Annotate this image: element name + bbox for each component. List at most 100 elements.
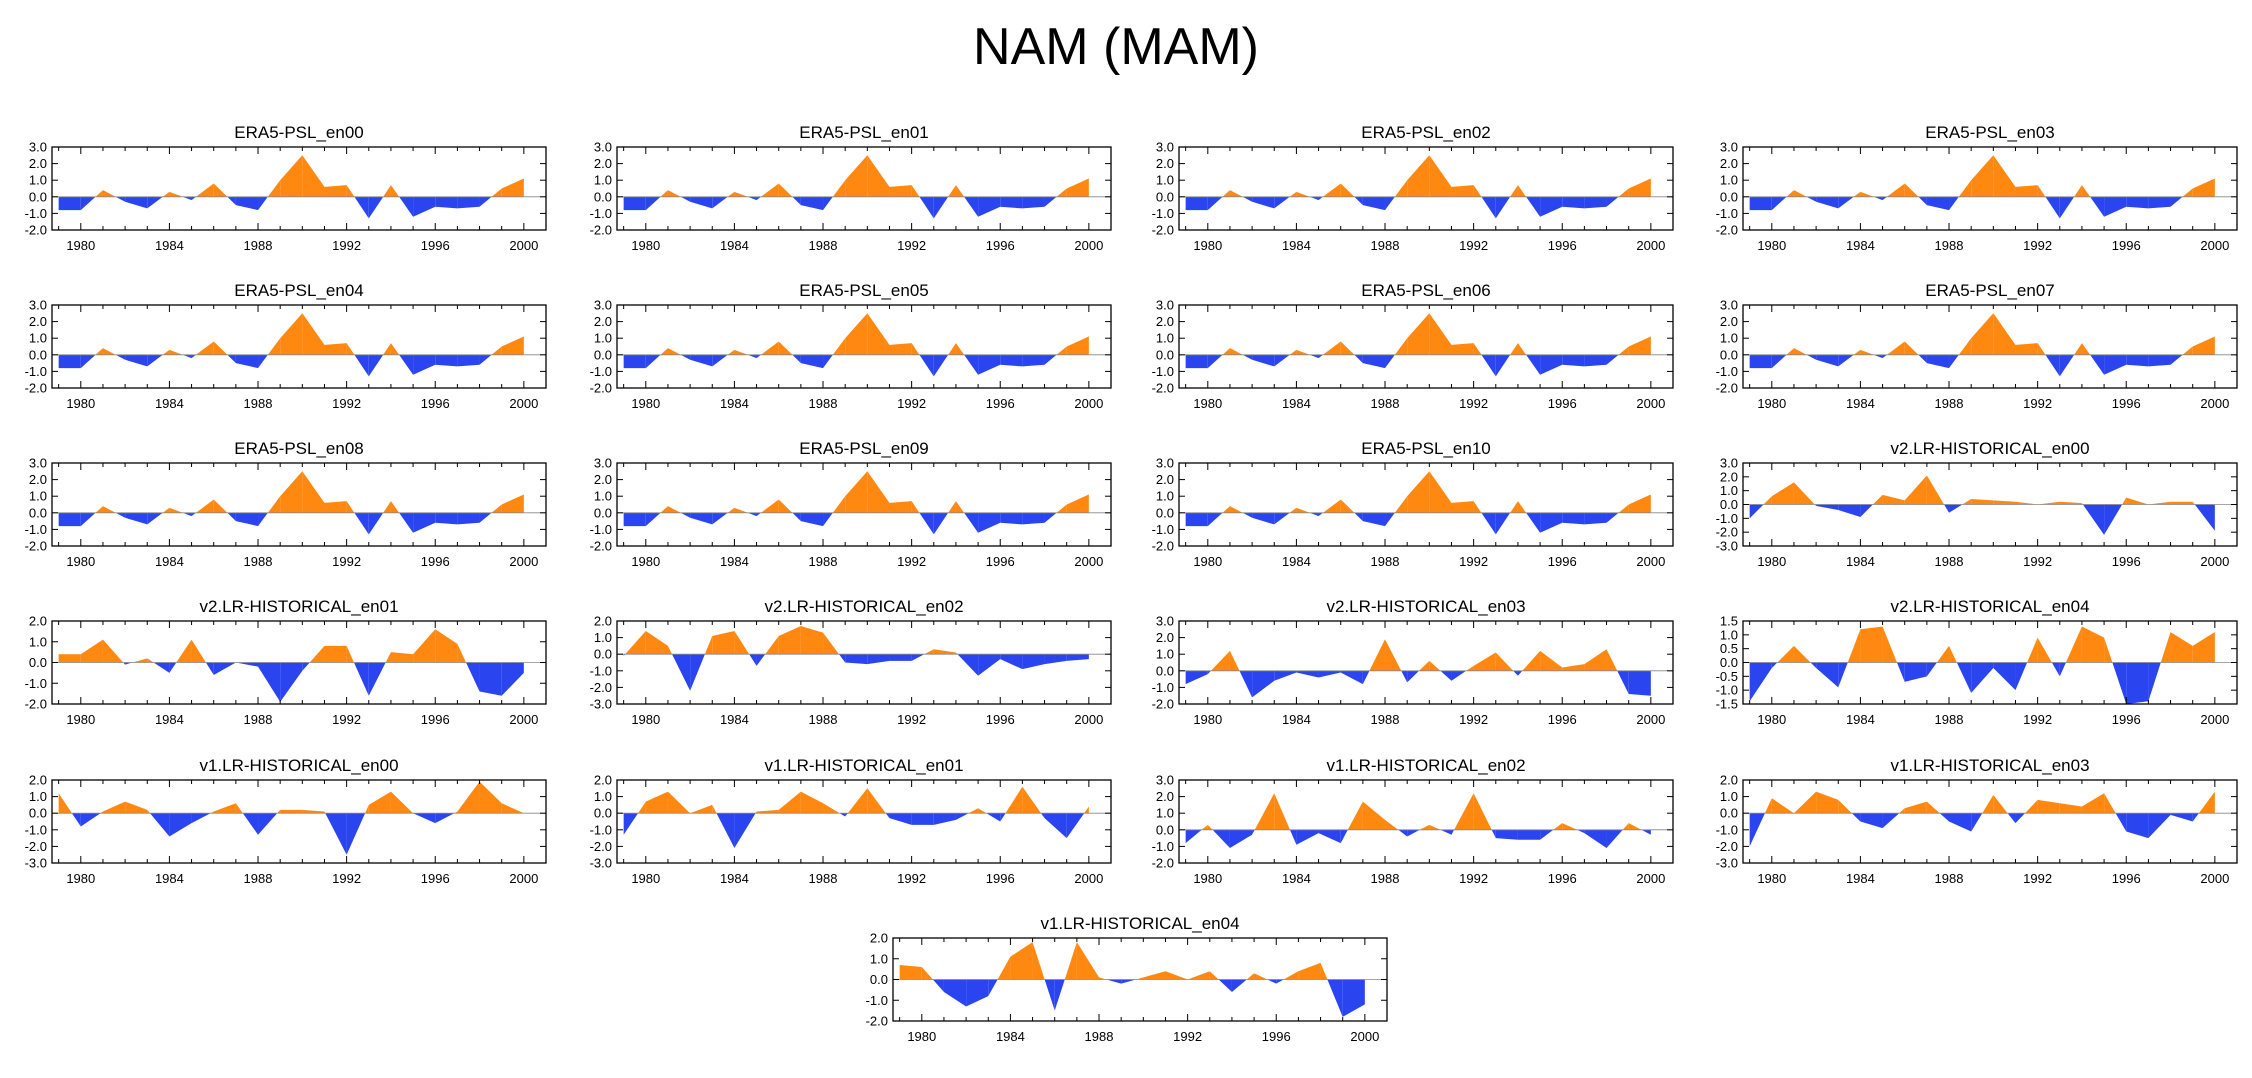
negative-area	[1641, 829, 1651, 835]
panel: ERA5-PSL_en02 1980 1984 1988 1992 1996 2000 3.0…	[1152, 123, 1674, 253]
y-tick-label: 0.0	[1720, 806, 1738, 821]
positive-area	[867, 788, 886, 814]
x-tick-label: 1988	[244, 396, 273, 411]
x-tick-label: 2000	[1074, 554, 1103, 569]
y-tick-label: -1.0	[25, 676, 47, 691]
positive-area	[1369, 639, 1386, 671]
negative-area	[1242, 512, 1253, 518]
y-tick-label: -2.0	[1716, 525, 1738, 540]
y-tick-label: 0.0	[29, 505, 47, 520]
negative-area	[800, 354, 824, 369]
x-tick-label: 1996	[421, 554, 450, 569]
negative-area	[1318, 829, 1341, 844]
positive-area	[734, 191, 748, 197]
x-tick-label: 1988	[1371, 554, 1400, 569]
negative-area	[169, 813, 192, 837]
x-tick-label: 1996	[2112, 396, 2141, 411]
negative-area	[845, 654, 868, 665]
positive-area	[501, 494, 524, 513]
panel-title: v1.LR-HISTORICAL_en02	[1326, 756, 1525, 775]
positive-area	[727, 191, 735, 197]
positive-area	[1222, 506, 1230, 513]
y-tick-label: -1.0	[1716, 683, 1738, 698]
negative-area	[125, 354, 148, 367]
positive-area	[1407, 155, 1430, 197]
y-tick-label: 1.0	[1720, 789, 1738, 804]
negative-area	[716, 813, 735, 849]
negative-area	[435, 354, 458, 367]
negative-area	[680, 512, 691, 518]
positive-area	[2037, 343, 2046, 355]
x-tick-label: 1988	[1935, 238, 1964, 253]
x-tick-label: 1996	[986, 554, 1015, 569]
negative-area	[258, 512, 268, 527]
plot-frame	[616, 304, 1112, 389]
negative-area	[147, 196, 163, 209]
positive-area	[102, 801, 126, 814]
negative-area	[1606, 829, 1623, 849]
x-tick-label: 1996	[421, 871, 450, 886]
x-tick-label: 1980	[1193, 238, 1222, 253]
negative-area	[867, 654, 890, 665]
negative-area	[479, 354, 492, 365]
positive-area	[162, 507, 170, 513]
positive-area	[867, 313, 890, 355]
negative-area	[1860, 813, 1883, 829]
positive-area	[690, 804, 713, 814]
panel-title: ERA5-PSL_en09	[799, 439, 928, 458]
x-tick-label: 1980	[66, 396, 95, 411]
positive-area	[1971, 498, 1994, 505]
positive-area	[1407, 471, 1430, 513]
positive-area	[823, 803, 840, 814]
x-tick-label: 1984	[1282, 871, 1311, 886]
x-tick-label: 1996	[986, 396, 1015, 411]
positive-area	[760, 183, 779, 197]
positive-area	[58, 654, 81, 663]
positive-area	[132, 658, 148, 663]
positive-area	[1322, 341, 1341, 355]
x-tick-label: 1992	[2023, 712, 2052, 727]
negative-area	[2148, 662, 2161, 702]
positive-area	[1222, 348, 1230, 355]
negative-area	[2194, 504, 2215, 531]
negative-area	[2090, 354, 2105, 375]
panel: v2.LR-HISTORICAL_en00 1980 1984 1988 1992 199…	[1716, 439, 2238, 569]
panel-title: ERA5-PSL_en01	[799, 123, 928, 142]
positive-area	[195, 499, 214, 513]
positive-area	[1473, 343, 1482, 355]
positive-area	[625, 630, 646, 655]
y-tick-label: -2.0	[590, 839, 612, 854]
negative-area	[457, 512, 480, 525]
negative-area	[933, 813, 956, 825]
negative-area	[1851, 813, 1861, 822]
panel-title: ERA5-PSL_en08	[234, 439, 363, 458]
positive-area	[1254, 793, 1275, 830]
positive-area	[978, 808, 987, 814]
panel-title: ERA5-PSL_en05	[799, 281, 928, 300]
positive-area	[213, 183, 228, 197]
negative-area	[1242, 196, 1253, 202]
negative-area	[1289, 829, 1297, 845]
negative-area	[479, 662, 502, 696]
negative-area	[1242, 354, 1253, 360]
negative-area	[943, 979, 967, 1007]
positive-area	[1606, 649, 1618, 671]
negative-area	[435, 512, 458, 525]
negative-area	[242, 813, 259, 835]
negative-area	[115, 196, 126, 202]
panel-title: v2.LR-HISTORICAL_en02	[764, 597, 963, 616]
positive-area	[2037, 501, 2060, 505]
positive-area	[235, 803, 243, 814]
positive-area	[1066, 178, 1089, 197]
positive-area	[2182, 346, 2193, 355]
y-tick-label: -3.0	[590, 697, 612, 712]
negative-area	[125, 512, 148, 525]
y-tick-label: -2.0	[590, 381, 612, 396]
y-tick-label: 1.0	[29, 489, 47, 504]
negative-area	[457, 354, 480, 367]
x-tick-label: 1996	[1548, 712, 1577, 727]
y-tick-label: -2.0	[1152, 223, 1174, 238]
positive-area	[1340, 183, 1355, 197]
negative-area	[182, 196, 192, 201]
panel-title: v1.LR-HISTORICAL_en01	[764, 756, 963, 775]
